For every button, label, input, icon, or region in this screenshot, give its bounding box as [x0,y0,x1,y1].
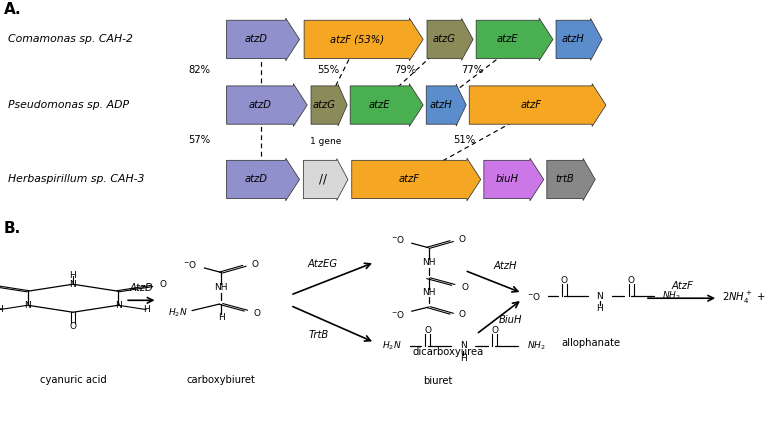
Text: 79%: 79% [394,65,416,75]
Text: BiuH: BiuH [499,315,522,325]
Text: $NH_2$: $NH_2$ [527,340,545,352]
Text: Pseudomonas sp. ADP: Pseudomonas sp. ADP [8,100,129,110]
Polygon shape [476,18,553,61]
Polygon shape [303,159,348,200]
Text: atzF: atzF [399,175,420,184]
Text: AtzF: AtzF [671,281,693,291]
Polygon shape [427,18,473,60]
Text: H: H [218,313,224,322]
Text: atzE: atzE [497,34,518,44]
Text: H: H [143,305,150,314]
Text: O: O [491,326,498,334]
Text: Comamonas sp. CAH-2: Comamonas sp. CAH-2 [8,34,133,44]
Text: atzD: atzD [249,100,271,110]
Text: trtB: trtB [555,175,574,184]
Polygon shape [227,84,307,126]
Text: biuret: biuret [423,376,452,385]
Text: 1 gene: 1 gene [310,136,341,145]
Text: O: O [160,280,167,289]
Text: O: O [251,260,259,269]
Text: NH: NH [214,283,228,292]
Text: O: O [458,310,466,320]
Text: O: O [458,235,466,244]
Text: atzF (53%): atzF (53%) [329,34,384,44]
Text: cyanuric acid: cyanuric acid [40,375,106,385]
Polygon shape [556,18,602,60]
Text: AtzH: AtzH [494,261,517,271]
Text: N: N [597,292,603,300]
Text: N: N [460,341,466,350]
Text: atzH: atzH [430,100,452,110]
Text: atzD: atzD [245,175,267,184]
Text: $^{-}$O: $^{-}$O [391,309,405,320]
Text: atzD: atzD [245,34,267,44]
Polygon shape [469,84,606,126]
Polygon shape [484,158,544,201]
Text: $^{-}$O: $^{-}$O [527,291,541,302]
Polygon shape [227,18,300,61]
Text: carboxybiuret: carboxybiuret [187,375,256,385]
Text: NH: NH [422,288,435,297]
Text: O: O [69,322,77,331]
Text: $H_2N$: $H_2N$ [382,340,402,352]
Text: O: O [424,326,432,334]
Text: 55%: 55% [317,65,339,75]
Text: AtzEG: AtzEG [307,259,338,269]
Polygon shape [350,84,423,126]
Text: N: N [25,301,31,310]
Polygon shape [227,158,300,201]
Text: AtzD: AtzD [130,283,153,293]
Text: $H_2N$: $H_2N$ [167,306,187,319]
Text: N: N [114,301,121,310]
Text: atzH: atzH [562,34,584,44]
Text: $2NH_4^+$ + $2CO_2$: $2NH_4^+$ + $2CO_2$ [722,290,768,306]
Text: $NH_2$: $NH_2$ [662,290,680,303]
Text: allophanate: allophanate [562,337,621,348]
Text: H: H [460,354,466,363]
Text: H: H [0,305,3,314]
Text: H: H [70,271,76,280]
Polygon shape [426,84,466,126]
Text: dicarboxyurea: dicarboxyurea [412,347,483,357]
Text: Herbaspirillum sp. CAH-3: Herbaspirillum sp. CAH-3 [8,175,144,184]
Text: NH: NH [422,258,435,267]
Text: O: O [561,276,568,285]
Text: O: O [627,276,635,285]
Text: O: O [461,283,468,292]
Text: atzG: atzG [313,100,336,110]
Text: H: H [597,304,603,314]
Text: $^{-}$O: $^{-}$O [184,259,197,270]
Text: O: O [253,309,261,318]
Text: 82%: 82% [188,65,210,75]
Text: biuH: biuH [495,175,518,184]
Polygon shape [547,159,595,201]
Text: A.: A. [4,2,22,17]
Text: $^{-}$O: $^{-}$O [391,234,405,244]
Text: TrtB: TrtB [309,330,329,340]
Text: N: N [70,280,76,289]
Text: 77%: 77% [461,65,483,75]
Text: 57%: 57% [188,135,210,145]
Text: atzF: atzF [520,100,541,110]
Polygon shape [311,85,347,126]
Text: atzG: atzG [433,34,455,44]
Text: B.: B. [4,221,21,236]
Text: atzE: atzE [369,100,391,110]
Polygon shape [304,18,423,61]
Polygon shape [352,158,481,201]
Text: //: // [319,173,327,186]
Text: 51%: 51% [453,135,475,145]
